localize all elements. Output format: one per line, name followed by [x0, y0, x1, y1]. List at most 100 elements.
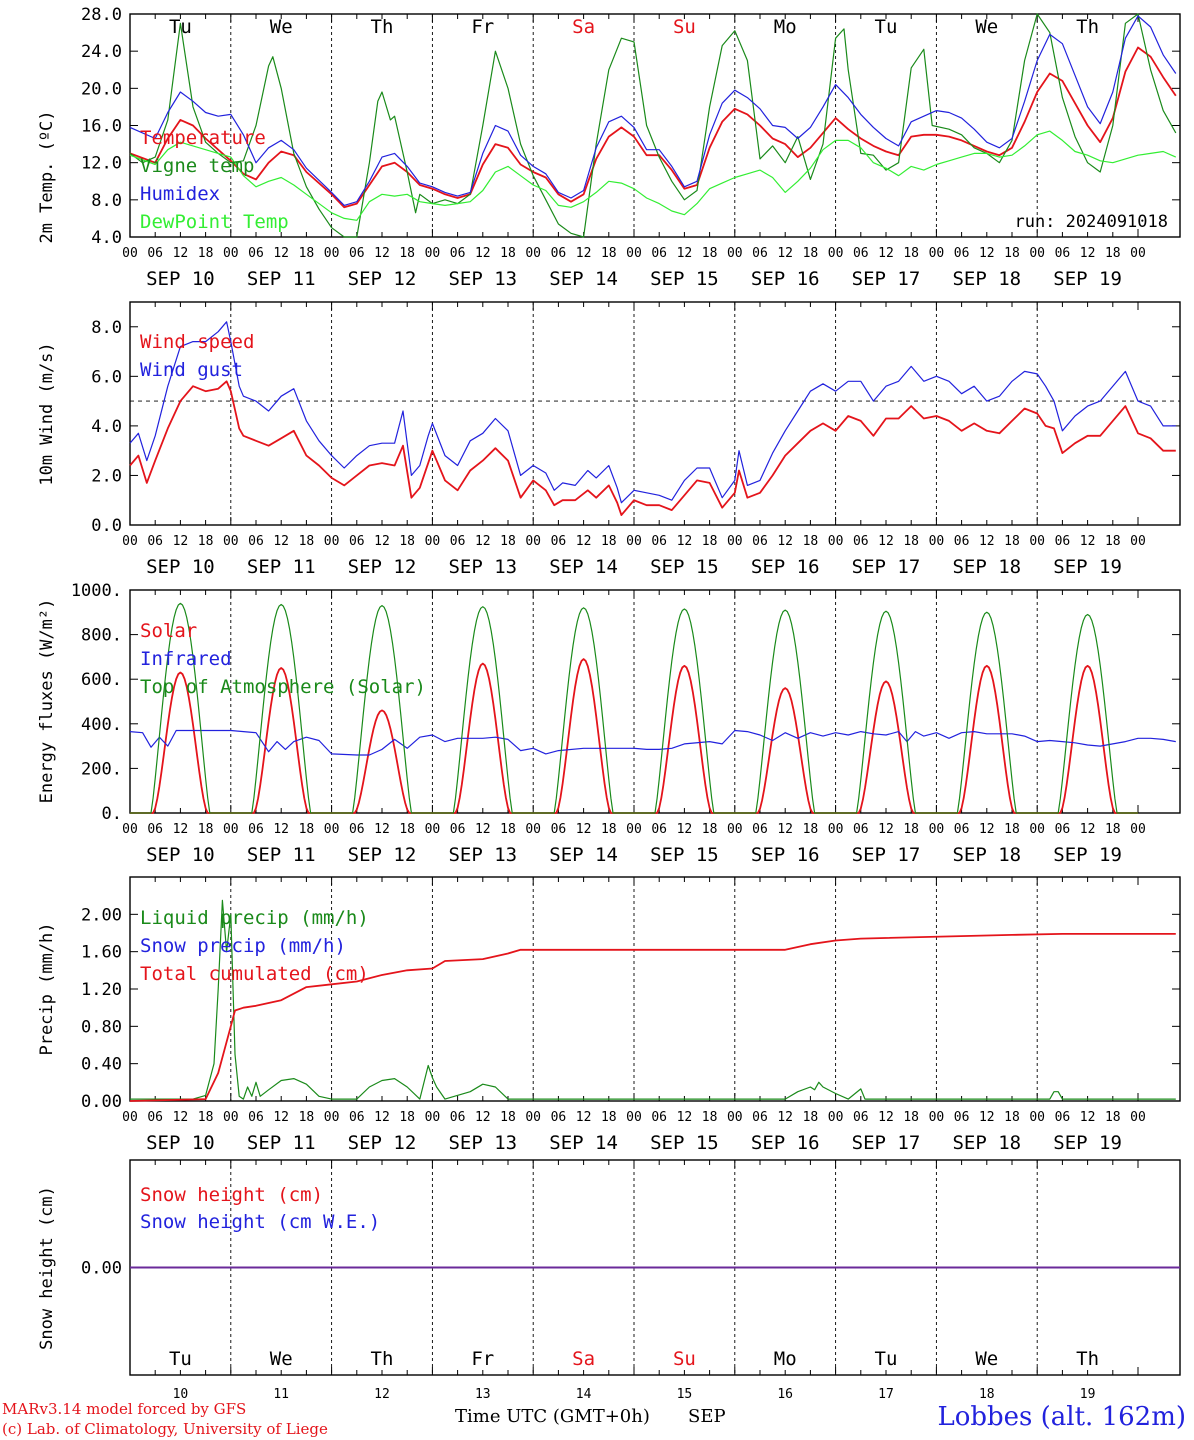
hour-tick-label: 06 — [651, 822, 667, 837]
date-label: SEP 15 — [650, 556, 719, 578]
station-title: Lobbes (alt. 162m) — [937, 1402, 1186, 1432]
date-label: SEP 18 — [952, 1132, 1021, 1154]
series-line-vigne-temp — [129, 13, 1177, 238]
date-label: SEP 17 — [852, 556, 921, 578]
hour-tick-label: 18 — [399, 246, 415, 261]
weekday-label-bottom: We — [270, 1348, 293, 1370]
hour-tick-label: 00 — [1029, 246, 1045, 261]
hour-tick-label: 06 — [853, 1110, 869, 1125]
weekday-label-bottom: Tu — [169, 1348, 192, 1370]
hour-tick-label: 00 — [929, 822, 945, 837]
y-axis-label: Precip (mm/h) — [37, 922, 57, 1055]
hour-tick-label: 00 — [929, 246, 945, 261]
hour-tick-label: 12 — [576, 1110, 592, 1125]
hour-tick-label: 18 — [702, 1110, 718, 1125]
hour-tick-label: 18 — [903, 534, 919, 549]
date-label: SEP 10 — [146, 556, 215, 578]
legend-entry: Vigne temp — [140, 155, 254, 177]
date-label: SEP 14 — [549, 268, 618, 290]
legend-entry: Top of Atmosphere (Solar) — [140, 676, 426, 698]
date-label: SEP 12 — [348, 1132, 417, 1154]
series-line-wind-gust — [129, 321, 1176, 504]
date-label: SEP 15 — [650, 1132, 719, 1154]
hour-tick-label: 06 — [954, 1110, 970, 1125]
hour-tick-label: 18 — [299, 1110, 315, 1125]
y-tick-label: 8.0 — [91, 318, 122, 338]
hour-tick-label: 18 — [399, 1110, 415, 1125]
date-label: SEP 14 — [549, 1132, 618, 1154]
hour-tick-label: 18 — [1105, 534, 1121, 549]
date-label: SEP 12 — [348, 844, 417, 866]
series-line-total-cumulated-cm- — [129, 933, 1176, 1102]
hour-tick-label: 06 — [349, 246, 365, 261]
legend-entry: Wind gust — [140, 359, 243, 381]
legend-entry: Humidex — [140, 183, 220, 205]
hour-tick-label: 18 — [1004, 534, 1020, 549]
weekday-label-top: Su — [673, 16, 696, 38]
date-label: SEP 10 — [146, 268, 215, 290]
weekday-label-bottom: Sa — [572, 1348, 595, 1370]
hour-tick-label: 12 — [475, 822, 491, 837]
hour-tick-label: 00 — [324, 246, 340, 261]
y-axis-label: Snow height (cm) — [37, 1186, 57, 1350]
date-label: SEP 17 — [852, 1132, 921, 1154]
hour-tick-label: 18 — [500, 1110, 516, 1125]
weekday-label-bottom: Tu — [875, 1348, 898, 1370]
hour-tick-label: 12 — [173, 246, 189, 261]
weekday-label-top: Tu — [169, 16, 192, 38]
hour-tick-label: 18 — [702, 246, 718, 261]
y-tick-label: 0.0 — [91, 516, 122, 536]
time-axis-label: Time UTC (GMT+0h) — [455, 1406, 650, 1427]
weekday-label-top: Th — [371, 16, 394, 38]
hour-tick-label: 00 — [727, 534, 743, 549]
hour-tick-label: 18 — [803, 534, 819, 549]
date-label: SEP 13 — [448, 844, 517, 866]
hour-tick-label: 12 — [475, 534, 491, 549]
hour-tick-label: 06 — [147, 534, 163, 549]
hour-tick-label: 18 — [702, 534, 718, 549]
series-line-dewpoint-temp — [129, 130, 1177, 221]
date-label: SEP 19 — [1053, 844, 1122, 866]
weekday-label-bottom: Su — [673, 1348, 696, 1370]
day-number-label: 10 — [173, 1387, 189, 1402]
date-label: SEP 11 — [247, 844, 316, 866]
hour-tick-label: 00 — [727, 822, 743, 837]
hour-tick-label: 00 — [425, 246, 441, 261]
hour-tick-label: 00 — [626, 246, 642, 261]
hour-tick-label: 00 — [828, 1110, 844, 1125]
date-label: SEP 14 — [549, 844, 618, 866]
hour-tick-label: 12 — [677, 1110, 693, 1125]
hour-tick-label: 12 — [979, 1110, 995, 1125]
hour-tick-label: 18 — [299, 822, 315, 837]
weekday-label-top: Mo — [774, 16, 797, 38]
weekday-label-top: Th — [1076, 16, 1099, 38]
legend-entry: Snow height (cm) — [140, 1184, 323, 1206]
hour-tick-label: 12 — [979, 534, 995, 549]
hour-tick-label: 06 — [248, 1110, 264, 1125]
series-line-liquid-precip-mm-h- — [130, 899, 1176, 1100]
hour-tick-label: 18 — [500, 246, 516, 261]
y-tick-label: 1.60 — [81, 943, 122, 963]
hour-tick-label: 00 — [324, 534, 340, 549]
hour-tick-label: 12 — [173, 534, 189, 549]
y-tick-label: 6.0 — [91, 367, 122, 387]
hour-tick-label: 00 — [525, 246, 541, 261]
date-label: SEP 16 — [751, 268, 820, 290]
hour-tick-label: 12 — [374, 246, 390, 261]
copyright-credit: (c) Lab. of Climatology, University of L… — [2, 1420, 328, 1438]
y-axis-label: 10m Wind (m/s) — [37, 342, 57, 485]
hour-tick-label: 06 — [450, 534, 466, 549]
hour-tick-label: 06 — [147, 246, 163, 261]
hour-tick-label: 12 — [1080, 822, 1096, 837]
hour-tick-label: 06 — [551, 822, 567, 837]
date-label: SEP 17 — [852, 844, 921, 866]
weekday-label-bottom: Th — [1076, 1348, 1099, 1370]
hour-tick-label: 12 — [1080, 1110, 1096, 1125]
day-number-label: 14 — [576, 1387, 592, 1402]
hour-tick-label: 06 — [349, 822, 365, 837]
date-label: SEP 14 — [549, 556, 618, 578]
date-label: SEP 13 — [448, 268, 517, 290]
hour-tick-label: 00 — [324, 822, 340, 837]
day-number-label: 16 — [777, 1387, 793, 1402]
hour-tick-label: 00 — [223, 822, 239, 837]
